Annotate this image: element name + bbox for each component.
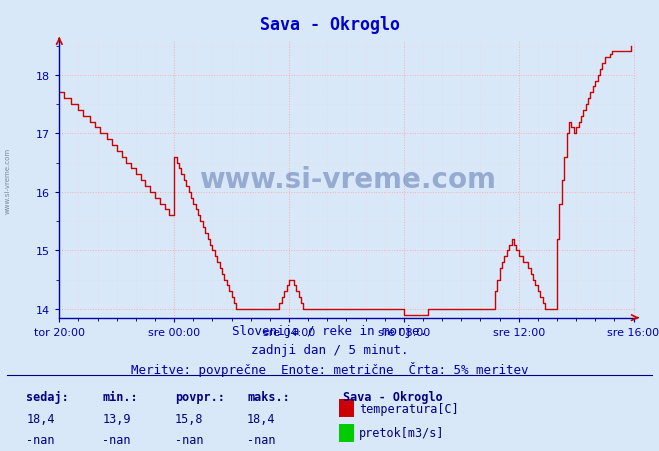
Text: -nan: -nan	[26, 433, 55, 446]
Text: www.si-vreme.com: www.si-vreme.com	[199, 166, 496, 193]
Text: zadnji dan / 5 minut.: zadnji dan / 5 minut.	[251, 343, 408, 356]
Text: povpr.:: povpr.:	[175, 390, 225, 403]
Text: 18,4: 18,4	[247, 412, 275, 425]
Text: www.si-vreme.com: www.si-vreme.com	[5, 147, 11, 213]
Text: Sava - Okroglo: Sava - Okroglo	[343, 390, 442, 403]
Text: 15,8: 15,8	[175, 412, 203, 425]
Text: maks.:: maks.:	[247, 390, 290, 403]
Text: min.:: min.:	[102, 390, 138, 403]
Text: Slovenija / reke in morje.: Slovenija / reke in morje.	[232, 325, 427, 338]
Text: sedaj:: sedaj:	[26, 390, 69, 403]
Text: pretok[m3/s]: pretok[m3/s]	[359, 427, 445, 439]
Text: -nan: -nan	[175, 433, 203, 446]
Text: Meritve: povprečne  Enote: metrične  Črta: 5% meritev: Meritve: povprečne Enote: metrične Črta:…	[130, 361, 529, 376]
Text: -nan: -nan	[102, 433, 130, 446]
Text: -nan: -nan	[247, 433, 275, 446]
Text: 13,9: 13,9	[102, 412, 130, 425]
Text: Sava - Okroglo: Sava - Okroglo	[260, 16, 399, 34]
Text: 18,4: 18,4	[26, 412, 55, 425]
Text: temperatura[C]: temperatura[C]	[359, 402, 459, 414]
